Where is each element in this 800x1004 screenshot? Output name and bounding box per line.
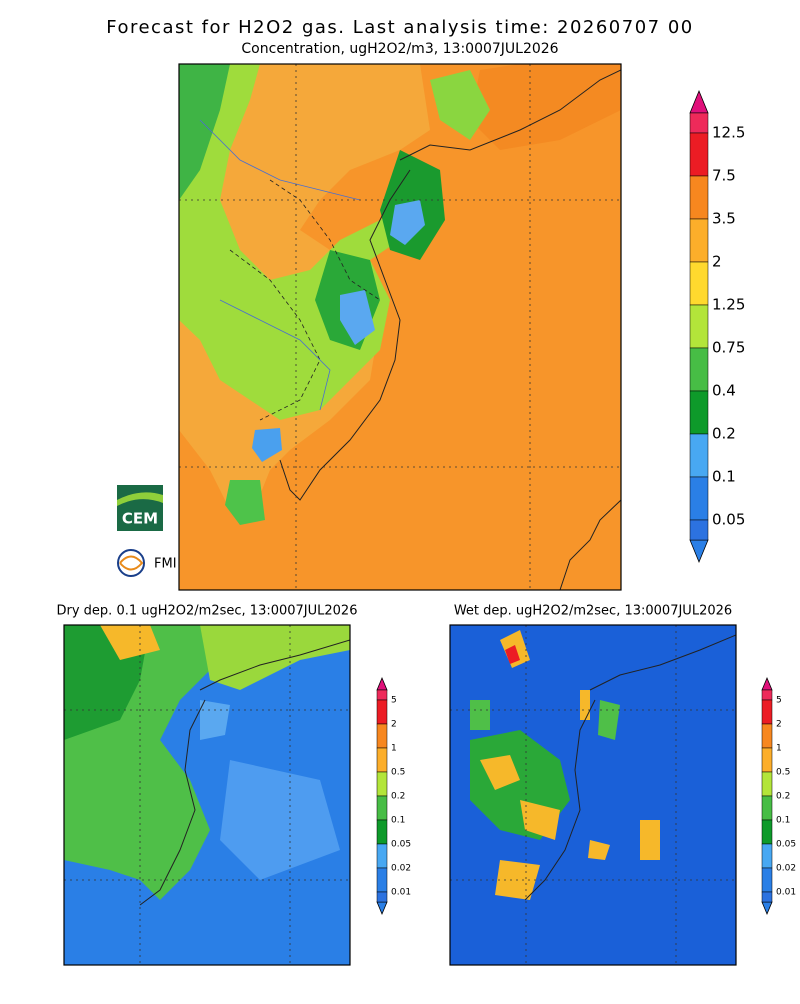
colorbar-segment (376, 723, 388, 749)
colorbar-label: 0.05 (776, 840, 796, 850)
colorbar-label: 0.4 (712, 382, 736, 400)
colorbar-label: 0.01 (776, 888, 796, 898)
colorbar-arrow-top (689, 89, 709, 114)
colorbar-label: 5 (776, 696, 782, 706)
colorbar-segment (689, 112, 709, 134)
colorbar-segment (761, 689, 773, 701)
colorbar-segment (689, 433, 709, 478)
colorbar-segment (376, 689, 388, 701)
colorbar-label: 0.2 (712, 425, 736, 443)
colorbar-segment (761, 699, 773, 725)
dry-dep-map (64, 625, 350, 965)
subtitle: Concentration, ugH2O2/m3, 13:0007JUL2026 (241, 41, 558, 57)
colorbar-segment (761, 771, 773, 797)
colorbar-label: 1 (391, 744, 397, 754)
colorbar-label: 0.75 (712, 339, 745, 357)
colorbar-segment (376, 795, 388, 821)
main-map-frame (178, 63, 622, 591)
colorbar-label: 0.2 (776, 792, 790, 802)
colorbar-segment (761, 867, 773, 893)
colorbar-label: 5 (391, 696, 397, 706)
colorbar-label: 0.1 (776, 816, 790, 826)
colorbar-label: 2 (712, 253, 722, 271)
dry-dep-frame (63, 624, 351, 966)
colorbar-segment (376, 747, 388, 773)
colorbar-arrow-bottom (689, 539, 709, 564)
colorbar-segment (689, 132, 709, 177)
colorbar-label: 0.05 (391, 840, 411, 850)
colorbar-segment (761, 795, 773, 821)
colorbar-segment (376, 699, 388, 725)
colorbar-segment (689, 304, 709, 349)
colorbar-segment (689, 347, 709, 392)
cem-text: CEM (122, 510, 158, 528)
panel-title: Wet dep. ugH2O2/m2sec, 13:0007JUL2026 (454, 604, 732, 619)
wet-dep-map (450, 625, 736, 965)
colorbar-label: 1 (776, 744, 782, 754)
colorbar-label: 2 (391, 720, 397, 730)
colorbar-label: 2 (776, 720, 782, 730)
fmi-text: FMI (154, 557, 177, 572)
colorbar-label: 0.5 (776, 768, 790, 778)
colorbar-label: 1.25 (712, 296, 745, 314)
colorbar-segment (376, 771, 388, 797)
colorbar-label: 0.1 (712, 468, 736, 486)
colorbar-segment (689, 519, 709, 541)
colorbar-label: 0.5 (391, 768, 405, 778)
colorbar-label: 0.2 (391, 792, 405, 802)
wet-dep-frame (449, 624, 737, 966)
colorbar-segment (376, 867, 388, 893)
colorbar-segment (761, 891, 773, 903)
colorbar-arrow-bottom (376, 901, 388, 916)
fmi-logo: FMI (117, 549, 177, 577)
colorbar-segment (761, 843, 773, 869)
colorbar-segment (376, 843, 388, 869)
colorbar-segment (689, 175, 709, 220)
colorbar-label: 0.01 (391, 888, 411, 898)
colorbar-arrow-top (761, 676, 773, 691)
colorbar-segment (376, 891, 388, 903)
colorbar-label: 12.5 (712, 124, 745, 142)
colorbar-segment (761, 747, 773, 773)
colorbar-segment (761, 723, 773, 749)
title: Forecast for H2O2 gas. Last analysis tim… (106, 17, 693, 38)
main-map (179, 64, 621, 590)
colorbar-segment (689, 390, 709, 435)
panel-title: Dry dep. 0.1 ugH2O2/m2sec, 13:0007JUL202… (57, 604, 358, 619)
colorbar-segment (689, 476, 709, 521)
colorbar-segment (761, 819, 773, 845)
colorbar-label: 0.02 (776, 864, 796, 874)
colorbar-label: 3.5 (712, 210, 736, 228)
colorbar-label: 0.05 (712, 511, 745, 529)
colorbar-segment (689, 218, 709, 263)
colorbar-label: 0.1 (391, 816, 405, 826)
colorbar-label: 7.5 (712, 167, 736, 185)
cem-logo: CEM (117, 485, 163, 531)
colorbar-segment (689, 261, 709, 306)
colorbar-segment (376, 819, 388, 845)
colorbar-arrow-top (376, 676, 388, 691)
colorbar-label: 0.02 (391, 864, 411, 874)
colorbar-arrow-bottom (761, 901, 773, 916)
